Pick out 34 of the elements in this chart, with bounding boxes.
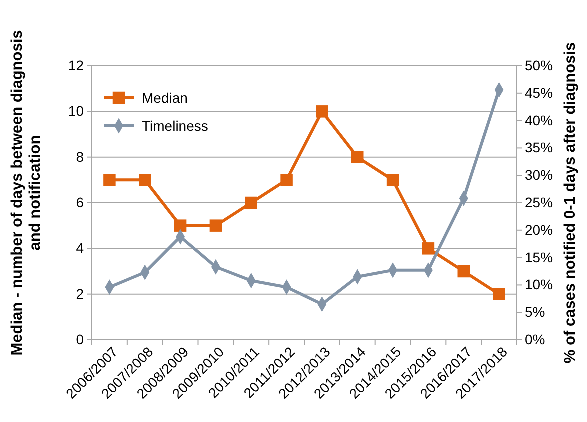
y2-tick-label: 0% [525,331,546,348]
y2-tick-label: 25% [525,194,554,210]
y-tick-label: 10 [68,103,84,120]
y-tick-label: 4 [76,240,84,256]
y2-tick-label: 35% [525,140,554,156]
y-tick-label: 6 [76,194,84,210]
point [174,220,187,232]
y-tick-label: 2 [76,286,84,302]
y2-tick-label: 50% [525,57,554,74]
y2-axis-title: % of cases notified 0-1 days after diagnosis [562,42,579,364]
y2-tick-label: 10% [525,276,554,293]
legend-label: Timeliness [142,118,208,134]
point [316,106,328,118]
point [245,196,258,210]
point [458,265,470,278]
y2-tick-label: 30% [525,167,554,184]
point [386,174,400,186]
y2-tick-label: 5% [525,304,546,320]
y2-tick-label: 40% [525,112,554,128]
y-tick-label: 12 [68,57,84,74]
point [139,174,152,186]
y2-tick-label: 45% [525,84,554,101]
y-tick-label: 8 [76,148,84,165]
point [280,174,293,186]
y2-tick-label: 15% [525,249,554,266]
point [422,242,435,255]
y-axis-title: Median - number of days between diagnosis and notification [9,30,44,356]
y2-tick-label: 20% [525,222,554,238]
legend-label: Median [142,90,188,106]
point [104,174,116,186]
point [352,151,364,164]
point [493,288,506,300]
point [210,220,222,232]
y-tick-label: 0 [76,331,84,348]
